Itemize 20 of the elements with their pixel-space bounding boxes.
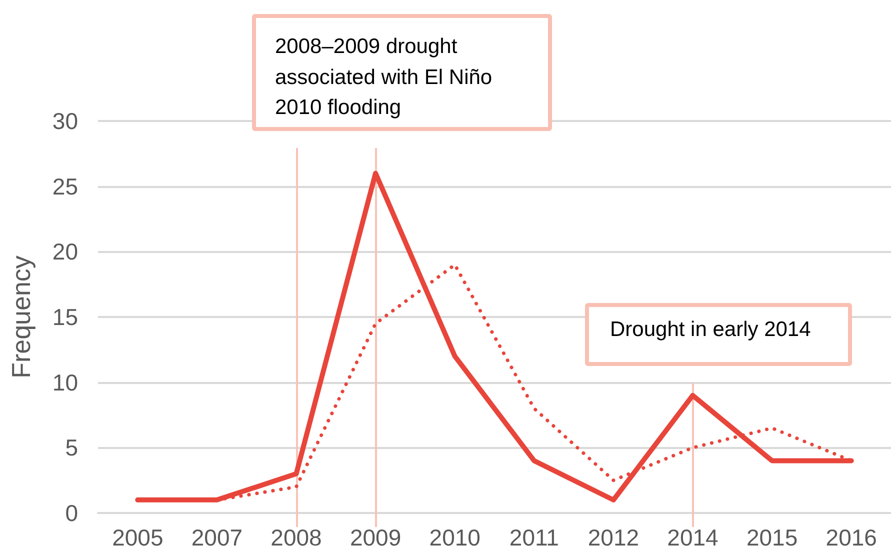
y-tick-label: 15 (52, 304, 78, 330)
y-tick-label: 20 (52, 238, 78, 265)
y-tick-label: 5 (65, 434, 78, 461)
x-tick-label: 2014 (667, 524, 719, 549)
x-tick-label: 2009 (350, 524, 402, 549)
y-tick-label: 30 (52, 108, 78, 134)
y-tick-label: 10 (52, 369, 78, 396)
x-tick-label: 2016 (826, 524, 877, 549)
x-tick-label: 2011 (509, 524, 559, 549)
y-tick-label: 25 (52, 173, 78, 200)
x-tick-label: 2010 (429, 524, 480, 549)
x-tick-label: 2005 (112, 524, 164, 549)
x-tick-label: 2012 (588, 524, 640, 549)
y-axis-title: Frequency (6, 256, 36, 378)
x-tick-label: 2008 (270, 524, 322, 549)
x-tick-label: 2007 (191, 524, 243, 549)
annotation: Drought in early 2014 (610, 317, 811, 343)
y-tick-label: 0 (65, 500, 78, 526)
text: 2008–2009 drought associated with El Niño 2010 flooding (275, 34, 492, 121)
x-tick-label: 2015 (746, 524, 798, 549)
